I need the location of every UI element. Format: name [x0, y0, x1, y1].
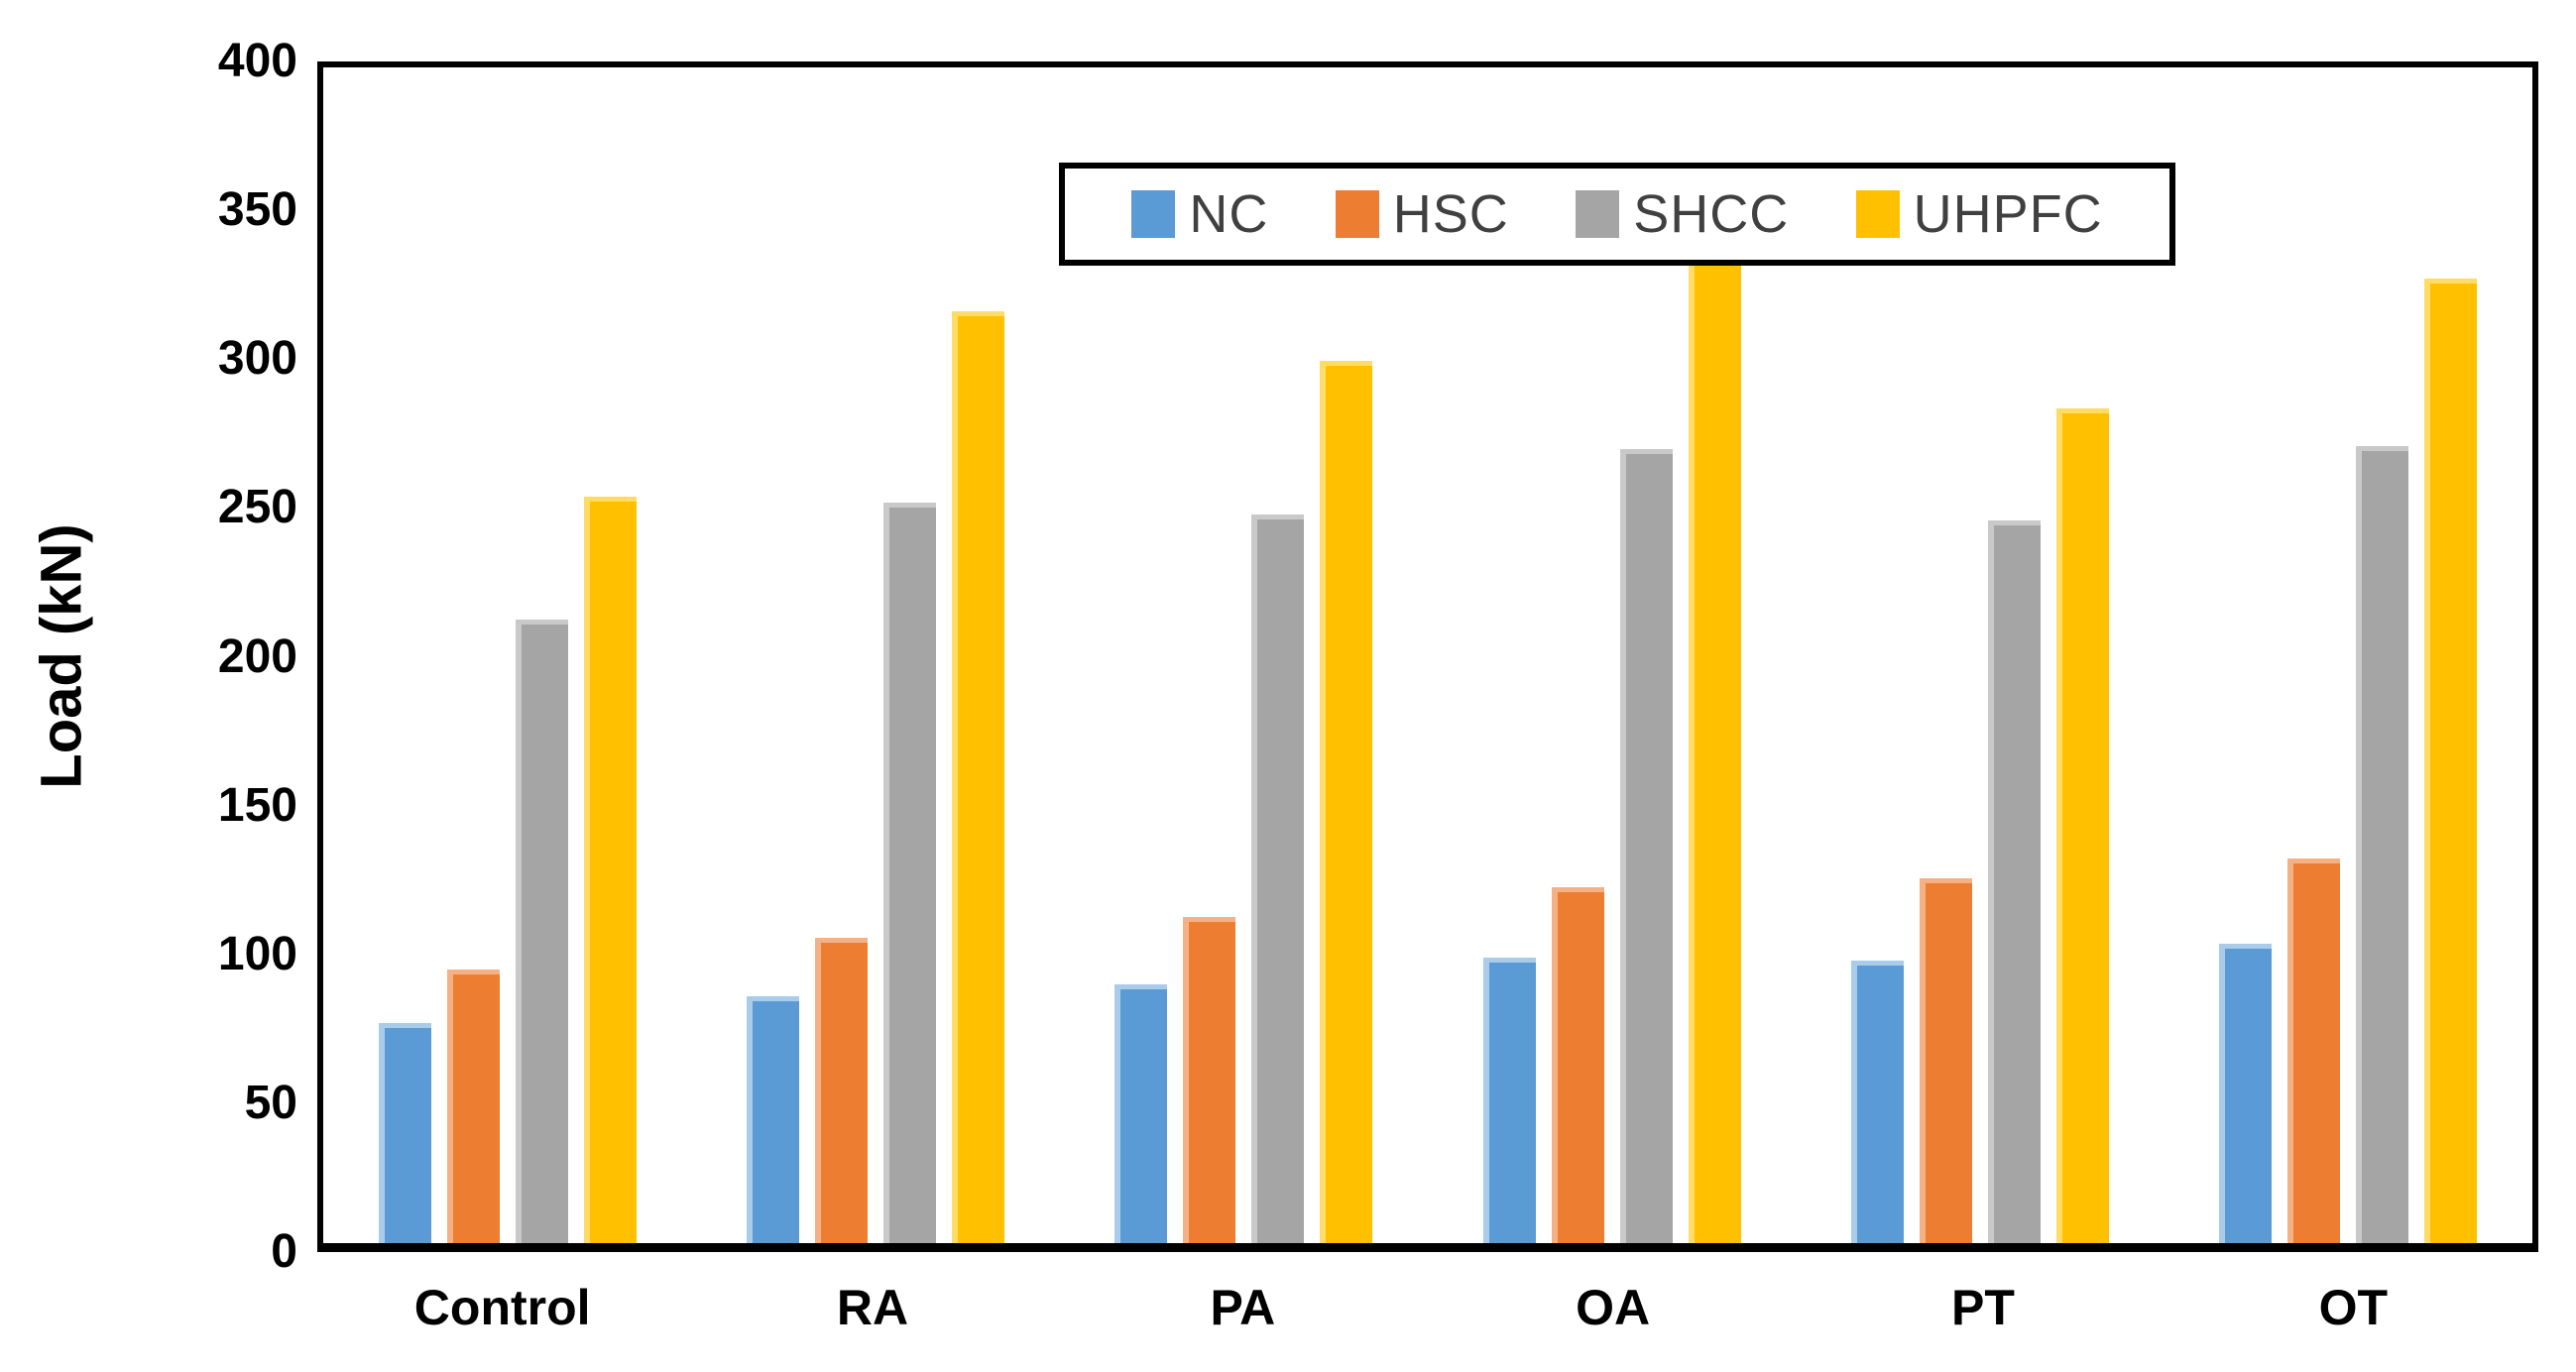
bar-uhpfc-ra — [951, 311, 1004, 1243]
bar-group-oa — [1428, 67, 1796, 1243]
bar-hsc-oa — [1551, 887, 1604, 1243]
y-tick-label-0: 0 — [271, 1225, 297, 1278]
x-category-label-pa: PA — [1210, 1280, 1276, 1335]
bar-hsc-ot — [2287, 858, 2341, 1243]
y-tick-label-400: 400 — [217, 35, 297, 87]
bar-nc-ra — [746, 996, 799, 1243]
bar-group-pa — [1060, 67, 1428, 1243]
bar-field — [323, 67, 2532, 1243]
bar-group-ra — [691, 67, 1059, 1243]
bar-hsc-ra — [814, 938, 868, 1243]
x-axis-category-labels: Control RA PA OA PT OT — [317, 1279, 2538, 1336]
bar-hsc-pa — [1183, 917, 1236, 1243]
y-tick-label-50: 50 — [244, 1076, 297, 1129]
bar-shcc-pt — [1987, 520, 2041, 1243]
x-category-label-ot: OT — [2318, 1280, 2389, 1335]
bar-group-ot — [2165, 67, 2532, 1243]
legend: NC HSC SHCC UHPFC — [1059, 163, 2175, 266]
y-tick-label-350: 350 — [217, 183, 297, 237]
bar-nc-control — [378, 1023, 431, 1243]
bar-hsc-pt — [1919, 878, 1972, 1243]
bar-group-control — [323, 67, 691, 1243]
legend-label-shcc: SHCC — [1633, 184, 1790, 244]
legend-label-uhpfc: UHPFC — [1913, 184, 2103, 244]
x-category-label-control: Control — [413, 1280, 591, 1335]
legend-label-hsc: HSC — [1392, 184, 1509, 244]
legend-item-nc: NC — [1131, 183, 1268, 245]
legend-swatch-icon-nc — [1131, 190, 1176, 238]
y-axis-title: Load (kN) — [29, 523, 94, 789]
legend-swatch-icon-shcc — [1576, 190, 1620, 238]
legend-item-shcc: SHCC — [1576, 183, 1789, 245]
bar-uhpfc-pt — [2055, 408, 2109, 1243]
legend-swatch-icon-hsc — [1335, 190, 1379, 238]
legend-item-hsc: HSC — [1335, 183, 1509, 245]
bar-nc-pt — [1850, 961, 1904, 1243]
bar-uhpfc-control — [583, 497, 637, 1243]
plot-area: NC HSC SHCC UHPFC — [317, 61, 2538, 1252]
bar-hsc-control — [446, 970, 500, 1243]
legend-label-nc: NC — [1189, 184, 1269, 244]
y-tick-label-100: 100 — [217, 927, 297, 980]
x-category-label-ra: RA — [836, 1280, 909, 1335]
bar-nc-oa — [1482, 958, 1536, 1243]
y-tick-label-250: 250 — [217, 481, 297, 534]
y-tick-label-200: 200 — [217, 629, 297, 683]
bar-uhpfc-ot — [2424, 279, 2478, 1243]
bar-group-pt — [1796, 67, 2164, 1243]
x-category-label-pt: PT — [1951, 1280, 2015, 1335]
y-tick-label-300: 300 — [217, 332, 297, 386]
bar-shcc-pa — [1251, 514, 1305, 1243]
bar-shcc-ot — [2356, 446, 2409, 1243]
bar-uhpfc-oa — [1688, 238, 1741, 1243]
legend-item-uhpfc: UHPFC — [1855, 183, 2103, 245]
bar-nc-pa — [1114, 984, 1168, 1243]
bar-shcc-control — [515, 620, 568, 1243]
bar-nc-ot — [2219, 944, 2273, 1243]
x-category-label-oa: OA — [1576, 1280, 1651, 1335]
y-tick-label-150: 150 — [217, 778, 297, 832]
legend-swatch-icon-uhpfc — [1855, 190, 1900, 238]
bar-shcc-ra — [882, 503, 936, 1243]
bar-uhpfc-pa — [1320, 361, 1373, 1243]
bar-shcc-oa — [1619, 449, 1673, 1243]
